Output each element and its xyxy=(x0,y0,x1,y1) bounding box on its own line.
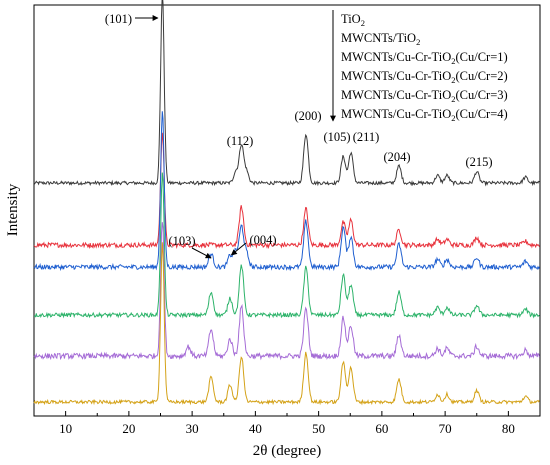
peak-label: (103) xyxy=(168,234,195,248)
peak-label: (200) xyxy=(294,109,321,123)
peak-label: (215) xyxy=(465,155,492,169)
peak-label: (004) xyxy=(249,233,276,247)
x-tick-label: 60 xyxy=(375,421,388,436)
legend: TiO2 MWCNTs/TiO2 MWCNTs/Cu-Cr-TiO2(Cu/Cr=1… xyxy=(330,10,508,123)
peak-label: (211) xyxy=(353,130,380,144)
peak-arrow xyxy=(191,247,212,259)
x-tick-label: 20 xyxy=(122,421,135,436)
legend-entry: MWCNTs/Cu-Cr-TiO2(Cu/Cr=4) xyxy=(341,107,508,123)
x-tick-label: 10 xyxy=(59,421,72,436)
x-tick-label: 80 xyxy=(502,421,515,436)
legend-entry: MWCNTs/Cu-Cr-TiO2(Cu/Cr=3) xyxy=(341,88,508,104)
series-line-5 xyxy=(33,222,540,361)
peak-label: (101) xyxy=(105,12,132,26)
series-line-4 xyxy=(33,172,540,319)
legend-entry: MWCNTs/Cu-Cr-TiO2(Cu/Cr=1) xyxy=(341,50,508,66)
peak-label: (112) xyxy=(227,134,254,148)
y-axis-label: Intensity xyxy=(5,183,21,236)
x-tick-label: 40 xyxy=(249,421,262,436)
x-tick-label: 50 xyxy=(312,421,325,436)
x-tick-label: 70 xyxy=(439,421,452,436)
series-layer xyxy=(33,0,540,406)
series-line-2 xyxy=(33,132,540,250)
series-line-3 xyxy=(33,111,540,272)
legend-entry: TiO2 xyxy=(341,12,365,28)
peak-label: (204) xyxy=(383,150,410,164)
peak-annotations: (101) (112) (200)(105) (211)(204) (215) (103)… xyxy=(105,12,493,259)
x-axis-label: 2θ (degree) xyxy=(253,443,321,459)
legend-entry: MWCNTs/TiO2 xyxy=(341,31,420,47)
x-tick-label: 30 xyxy=(186,421,199,436)
x-axis: 10 20 30 40 50 60 70 80 xyxy=(33,411,541,436)
peak-label: (105) xyxy=(323,130,350,144)
peak-arrow xyxy=(230,242,247,256)
series-line-6 xyxy=(33,242,540,406)
series-line-1 xyxy=(33,0,540,187)
legend-entry: MWCNTs/Cu-Cr-TiO2(Cu/Cr=2) xyxy=(341,69,508,85)
